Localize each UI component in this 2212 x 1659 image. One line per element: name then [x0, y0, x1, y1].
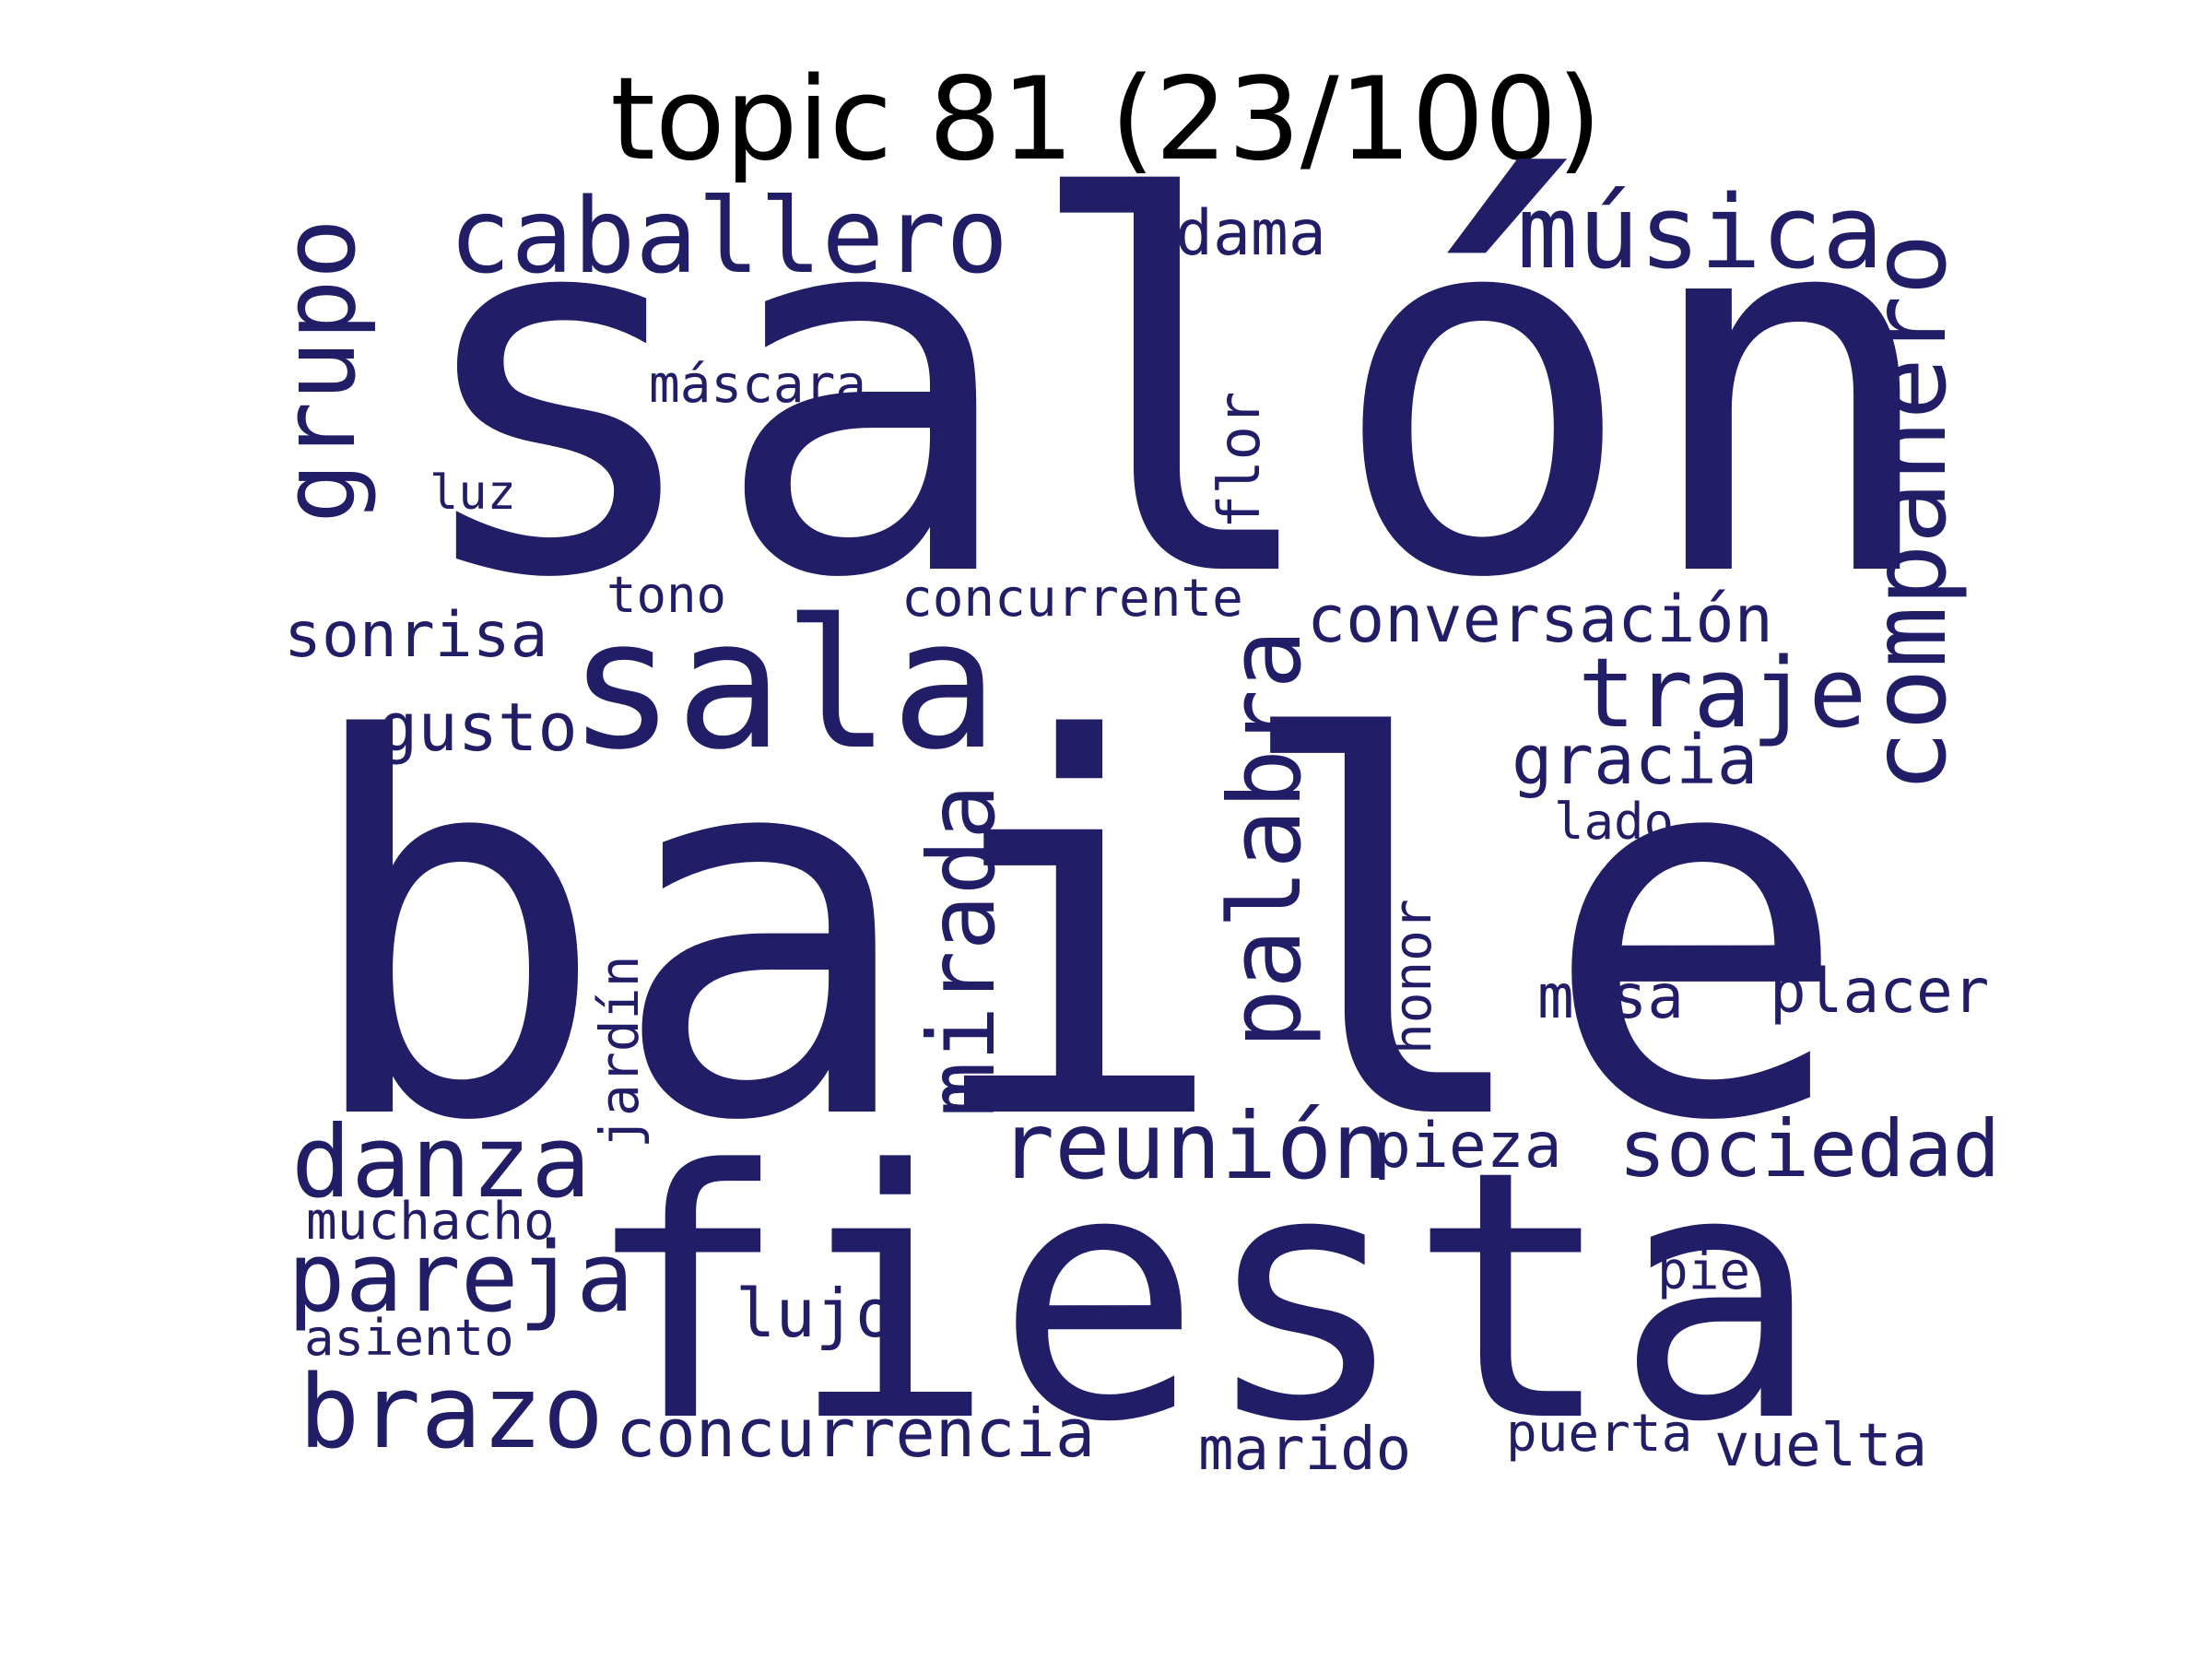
word-concurrente: concurrente [901, 569, 1243, 629]
word-jardin: jardín [588, 955, 651, 1148]
word-dama: dama [1175, 197, 1326, 270]
word-lado: lado [1554, 793, 1674, 851]
word-pie: pie [1657, 1241, 1750, 1301]
word-marido: marido [1198, 1416, 1411, 1484]
word-asiento: asiento [304, 1309, 514, 1367]
word-placer: placer [1770, 956, 1989, 1027]
word-mascara: máscara [649, 355, 866, 415]
word-sala: sala [568, 581, 998, 789]
word-muchacho: muchacho [306, 1192, 555, 1252]
word-puerta: puerta [1506, 1404, 1692, 1464]
word-conversacion: conversación [1307, 582, 1773, 657]
word-traje: traje [1578, 637, 1866, 749]
word-gracia: gracia [1512, 721, 1758, 800]
word-pareja: pareja [288, 1221, 634, 1334]
word-musica: música [1517, 173, 1883, 291]
word-fiesta: fiesta [582, 1098, 1821, 1497]
word-concurrencia: concurrencia [616, 1394, 1095, 1472]
word-gusto: gusto [378, 688, 578, 766]
word-caballero: caballero [449, 177, 1008, 297]
word-pieza: pieza [1373, 1110, 1562, 1182]
word-luz: luz [429, 465, 516, 521]
word-tono: tono [606, 566, 726, 624]
word-sonrisa: sonrisa [284, 599, 548, 672]
chart-title: topic 81 (23/100) [610, 53, 1602, 186]
word-companero: compañero [1850, 233, 1970, 793]
word-honor: honor [1383, 899, 1443, 1054]
word-danza: danza [291, 1105, 591, 1220]
word-reunion: reunión [999, 1092, 1387, 1200]
word-sociedad: sociedad [1618, 1103, 2000, 1195]
word-baile: baile [298, 633, 1852, 1234]
word-lujo: lujo [735, 1275, 895, 1352]
word-flor: flor [1206, 392, 1273, 529]
word-mesa: mesa [1537, 961, 1684, 1032]
word-salon: salón [403, 94, 1946, 690]
word-vuelta: vuelta [1714, 1412, 1927, 1480]
word-brazo: brazo [299, 1353, 604, 1471]
word-palabra: palabra [1208, 629, 1324, 1049]
word-grupo: grupo [260, 218, 378, 524]
word-mirada: mirada [908, 784, 1016, 1117]
